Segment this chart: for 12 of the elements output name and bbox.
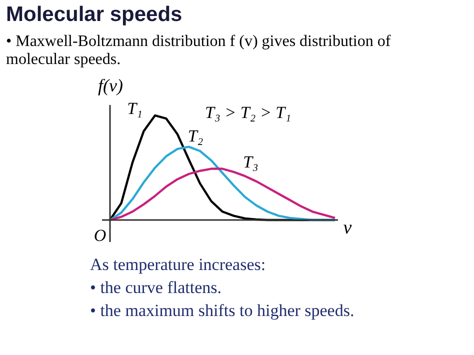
text: O [94, 226, 106, 245]
text: As temperature increases: [90, 255, 266, 274]
text: • the curve flattens. [90, 278, 222, 297]
y-axis-title: f(v) [98, 76, 123, 96]
text: • the maximum shifts to higher speeds. [90, 301, 354, 320]
chart-subtitle: • Maxwell-Boltzmann distribution f (v) gives distribution of molecular speeds. [6, 33, 392, 68]
series-label: T₂ [188, 126, 204, 146]
x-axis-title: v [343, 218, 352, 238]
series-label: T₃ [242, 152, 258, 172]
annotation: T₃ > T₂ > T₁ [205, 103, 292, 122]
series-label: T₁ [127, 99, 142, 118]
chart-title: Molecular speeds [6, 3, 182, 26]
